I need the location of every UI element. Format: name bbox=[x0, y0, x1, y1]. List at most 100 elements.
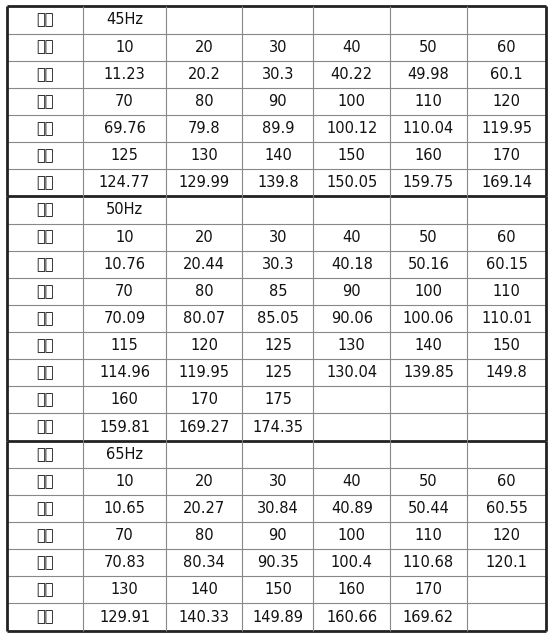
Text: 125: 125 bbox=[111, 148, 138, 163]
Text: 测量: 测量 bbox=[36, 257, 54, 272]
Text: 110: 110 bbox=[415, 528, 442, 543]
Text: 79.8: 79.8 bbox=[188, 121, 221, 136]
Text: 70.83: 70.83 bbox=[103, 555, 145, 570]
Text: 80.07: 80.07 bbox=[183, 311, 225, 326]
Text: 160: 160 bbox=[338, 582, 366, 598]
Text: 110: 110 bbox=[415, 94, 442, 109]
Text: 49.98: 49.98 bbox=[408, 67, 450, 82]
Text: 140: 140 bbox=[264, 148, 292, 163]
Text: 150: 150 bbox=[338, 148, 366, 163]
Text: 标称: 标称 bbox=[36, 94, 54, 109]
Text: 130.04: 130.04 bbox=[326, 365, 377, 380]
Text: 150.05: 150.05 bbox=[326, 175, 377, 190]
Text: 120: 120 bbox=[493, 94, 520, 109]
Text: 11.23: 11.23 bbox=[103, 67, 145, 82]
Text: 20.2: 20.2 bbox=[187, 67, 221, 82]
Text: 70: 70 bbox=[115, 94, 134, 109]
Text: 170: 170 bbox=[493, 148, 520, 163]
Text: 40.89: 40.89 bbox=[331, 501, 373, 516]
Text: 129.91: 129.91 bbox=[99, 610, 150, 624]
Text: 159.81: 159.81 bbox=[99, 420, 150, 434]
Text: 80.34: 80.34 bbox=[183, 555, 225, 570]
Text: 测量: 测量 bbox=[36, 121, 54, 136]
Text: 115: 115 bbox=[111, 338, 138, 353]
Text: 150: 150 bbox=[493, 338, 520, 353]
Text: 20.27: 20.27 bbox=[183, 501, 225, 516]
Text: 测量: 测量 bbox=[36, 311, 54, 326]
Text: 80: 80 bbox=[195, 528, 213, 543]
Text: 125: 125 bbox=[264, 365, 292, 380]
Text: 80: 80 bbox=[195, 94, 213, 109]
Text: 169.14: 169.14 bbox=[481, 175, 532, 190]
Text: 129.99: 129.99 bbox=[179, 175, 229, 190]
Text: 160.66: 160.66 bbox=[326, 610, 377, 624]
Text: 20.44: 20.44 bbox=[183, 257, 225, 272]
Text: 89.9: 89.9 bbox=[262, 121, 294, 136]
Text: 50: 50 bbox=[419, 39, 438, 55]
Text: 标称: 标称 bbox=[36, 392, 54, 408]
Text: 124.77: 124.77 bbox=[99, 175, 150, 190]
Text: 170: 170 bbox=[415, 582, 442, 598]
Text: 150: 150 bbox=[264, 582, 292, 598]
Text: 110.01: 110.01 bbox=[481, 311, 532, 326]
Text: 20: 20 bbox=[195, 474, 213, 489]
Text: 测量: 测量 bbox=[36, 365, 54, 380]
Text: 139.85: 139.85 bbox=[403, 365, 454, 380]
Text: 100: 100 bbox=[338, 94, 366, 109]
Text: 10.76: 10.76 bbox=[103, 257, 145, 272]
Text: 174.35: 174.35 bbox=[252, 420, 304, 434]
Text: 30.3: 30.3 bbox=[262, 257, 294, 272]
Text: 40: 40 bbox=[342, 474, 361, 489]
Text: 40.18: 40.18 bbox=[331, 257, 373, 272]
Text: 149.8: 149.8 bbox=[486, 365, 528, 380]
Text: 频率: 频率 bbox=[36, 203, 54, 217]
Text: 60: 60 bbox=[497, 39, 516, 55]
Text: 90.06: 90.06 bbox=[331, 311, 373, 326]
Text: 130: 130 bbox=[190, 148, 218, 163]
Text: 110.04: 110.04 bbox=[403, 121, 454, 136]
Text: 标称: 标称 bbox=[36, 338, 54, 353]
Text: 60.1: 60.1 bbox=[491, 67, 523, 82]
Text: 10.65: 10.65 bbox=[103, 501, 145, 516]
Text: 170: 170 bbox=[190, 392, 218, 408]
Text: 标称: 标称 bbox=[36, 582, 54, 598]
Text: 160: 160 bbox=[415, 148, 442, 163]
Text: 10: 10 bbox=[115, 474, 134, 489]
Text: 85.05: 85.05 bbox=[257, 311, 299, 326]
Text: 30: 30 bbox=[269, 474, 287, 489]
Text: 140.33: 140.33 bbox=[179, 610, 229, 624]
Text: 80: 80 bbox=[195, 284, 213, 299]
Text: 100: 100 bbox=[338, 528, 366, 543]
Text: 60: 60 bbox=[497, 474, 516, 489]
Text: 159.75: 159.75 bbox=[403, 175, 454, 190]
Text: 90.35: 90.35 bbox=[257, 555, 299, 570]
Text: 30.84: 30.84 bbox=[257, 501, 299, 516]
Text: 50.44: 50.44 bbox=[408, 501, 450, 516]
Text: 30: 30 bbox=[269, 39, 287, 55]
Text: 110.68: 110.68 bbox=[403, 555, 454, 570]
Text: 10: 10 bbox=[115, 39, 134, 55]
Text: 90: 90 bbox=[269, 94, 287, 109]
Text: 149.89: 149.89 bbox=[252, 610, 304, 624]
Text: 100: 100 bbox=[415, 284, 442, 299]
Text: 45Hz: 45Hz bbox=[106, 13, 143, 27]
Text: 标称: 标称 bbox=[36, 528, 54, 543]
Text: 测量: 测量 bbox=[36, 501, 54, 516]
Text: 标称: 标称 bbox=[36, 474, 54, 489]
Text: 40: 40 bbox=[342, 39, 361, 55]
Text: 90: 90 bbox=[342, 284, 361, 299]
Text: 69.76: 69.76 bbox=[103, 121, 145, 136]
Text: 标称: 标称 bbox=[36, 284, 54, 299]
Text: 70.09: 70.09 bbox=[103, 311, 145, 326]
Text: 120.1: 120.1 bbox=[486, 555, 528, 570]
Text: 20: 20 bbox=[195, 39, 213, 55]
Text: 频率: 频率 bbox=[36, 13, 54, 27]
Text: 119.95: 119.95 bbox=[179, 365, 229, 380]
Text: 120: 120 bbox=[493, 528, 520, 543]
Text: 20: 20 bbox=[195, 229, 213, 245]
Text: 30.3: 30.3 bbox=[262, 67, 294, 82]
Text: 90: 90 bbox=[269, 528, 287, 543]
Text: 标称: 标称 bbox=[36, 39, 54, 55]
Text: 114.96: 114.96 bbox=[99, 365, 150, 380]
Text: 140: 140 bbox=[415, 338, 442, 353]
